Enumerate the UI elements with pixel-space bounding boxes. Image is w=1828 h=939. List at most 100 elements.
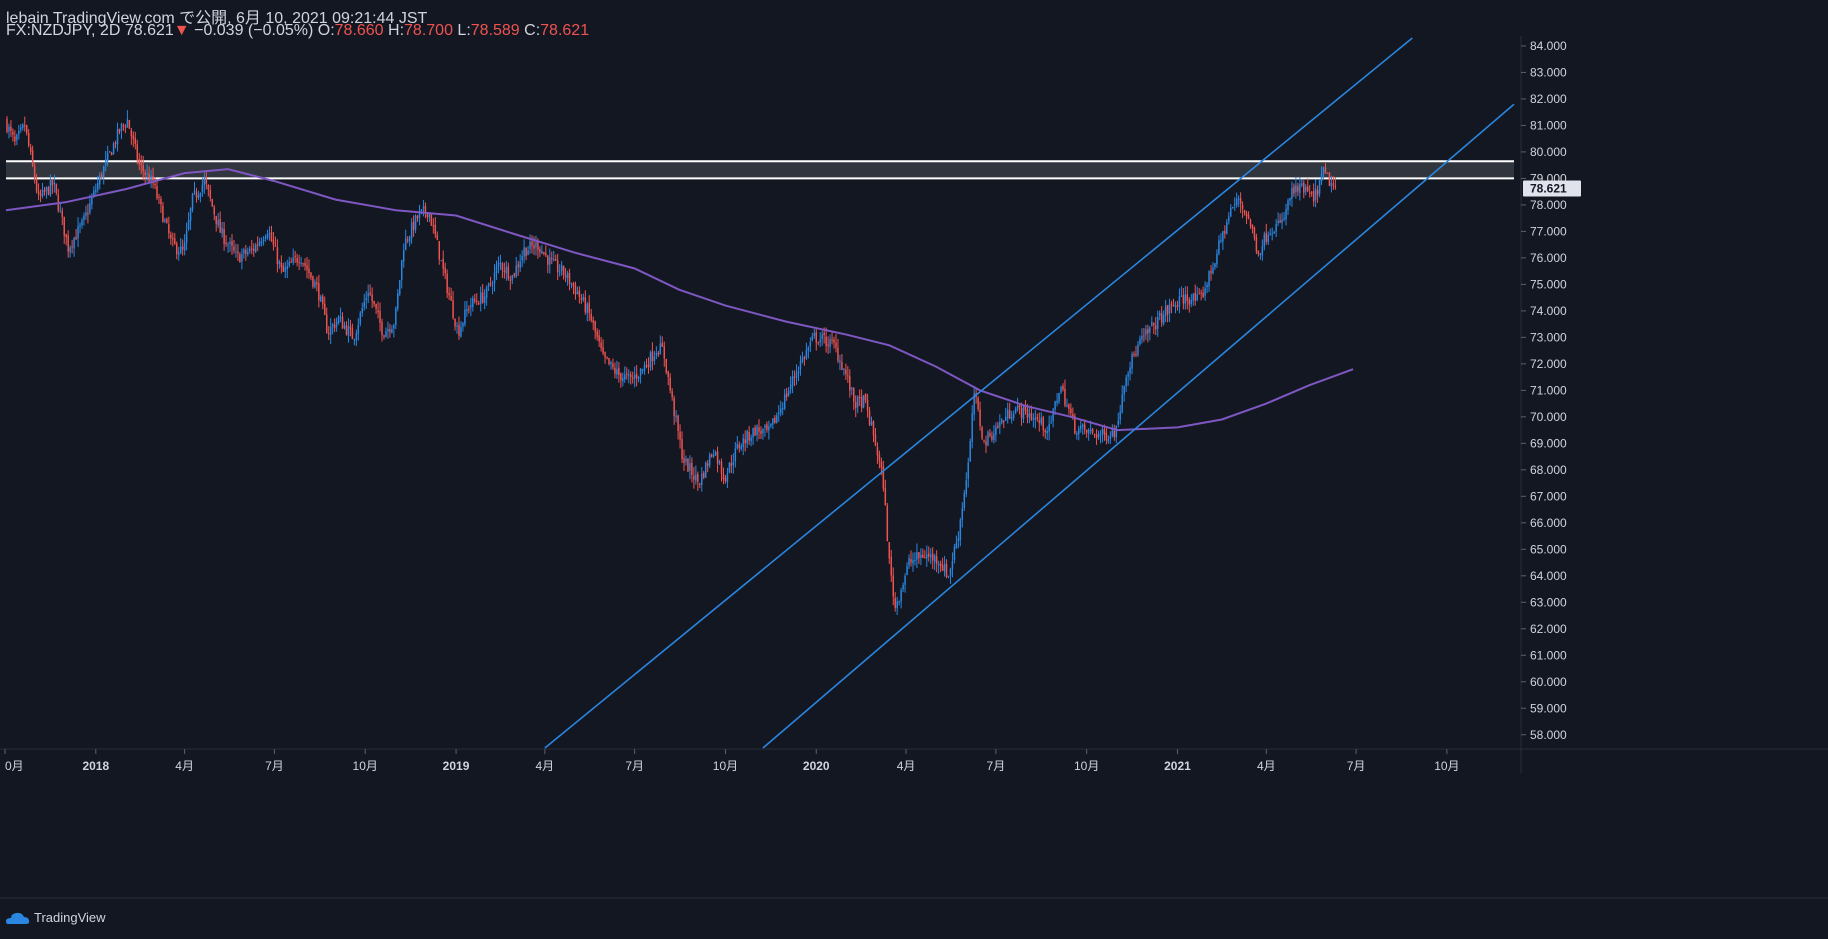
candle bbox=[1004, 407, 1007, 422]
candle bbox=[65, 233, 67, 246]
candle-body bbox=[1320, 174, 1323, 182]
trend-channel[interactable] bbox=[544, 37, 1515, 749]
candle-body bbox=[629, 374, 632, 377]
candle bbox=[387, 321, 389, 340]
candle bbox=[629, 371, 632, 385]
candle-body bbox=[487, 283, 490, 287]
candle bbox=[1158, 310, 1161, 321]
candle-body bbox=[655, 353, 658, 356]
tradingview-branding[interactable]: TradingView bbox=[4, 910, 106, 925]
candle-body bbox=[854, 401, 857, 409]
candle-body bbox=[406, 239, 409, 241]
candle-body bbox=[416, 216, 419, 219]
channel-lower-line[interactable] bbox=[762, 103, 1515, 749]
candle bbox=[963, 489, 966, 511]
candle bbox=[12, 128, 14, 142]
moving-average-line bbox=[5, 168, 1354, 432]
candle-body bbox=[1040, 417, 1043, 424]
candle bbox=[495, 260, 498, 280]
candle bbox=[989, 428, 991, 438]
candle bbox=[314, 279, 316, 289]
candle-body bbox=[310, 272, 312, 278]
candle-body bbox=[298, 262, 300, 264]
candle bbox=[239, 252, 241, 263]
candle bbox=[290, 257, 292, 263]
candle-body bbox=[862, 395, 865, 408]
candle-body bbox=[1062, 385, 1064, 390]
candle-body bbox=[24, 125, 26, 127]
last-price-tag-label: 78.621 bbox=[1530, 181, 1567, 195]
candle bbox=[189, 207, 192, 231]
candle bbox=[556, 253, 559, 281]
candle-body bbox=[51, 180, 54, 186]
axes: 58.000 59.000 60.000 61.000 62.000 63.000 64.0… bbox=[0, 36, 1828, 899]
price-tick-label: 64.000 bbox=[1530, 569, 1567, 583]
price-tick-label: 67.000 bbox=[1530, 489, 1567, 503]
candle-body bbox=[185, 230, 188, 243]
candle bbox=[789, 376, 792, 394]
candle-body bbox=[714, 452, 717, 456]
candle-body bbox=[404, 238, 407, 250]
candle bbox=[130, 127, 133, 145]
candle bbox=[1074, 413, 1076, 435]
candle bbox=[428, 212, 431, 223]
candle bbox=[547, 254, 549, 274]
candle-body bbox=[884, 487, 887, 506]
candle-body bbox=[1099, 434, 1102, 436]
candle-body bbox=[211, 199, 214, 207]
candle bbox=[746, 429, 748, 449]
candle bbox=[272, 231, 275, 251]
candle-body bbox=[874, 434, 877, 446]
candle bbox=[993, 425, 995, 444]
candle-body bbox=[793, 376, 796, 378]
candle bbox=[49, 174, 52, 197]
candle-body bbox=[172, 237, 174, 240]
candle-body bbox=[280, 262, 283, 268]
candle-body bbox=[687, 458, 689, 472]
candle bbox=[787, 387, 790, 397]
candle bbox=[122, 123, 125, 131]
zone-band bbox=[6, 161, 1514, 179]
candle-body bbox=[181, 246, 184, 250]
candle-body bbox=[833, 339, 835, 343]
candle-body bbox=[531, 241, 533, 246]
candle-body bbox=[734, 448, 737, 462]
candle bbox=[294, 250, 296, 263]
candle bbox=[756, 424, 758, 442]
candle bbox=[339, 307, 342, 323]
candle bbox=[148, 166, 150, 184]
time-tick-label: 7月 bbox=[625, 759, 644, 773]
candle bbox=[383, 334, 385, 340]
candle-body bbox=[726, 473, 729, 482]
candle bbox=[580, 293, 583, 304]
candle bbox=[1263, 231, 1266, 251]
candle-body bbox=[1036, 417, 1039, 419]
candle-body bbox=[205, 176, 208, 184]
candle-body bbox=[59, 210, 62, 212]
candle-body bbox=[1306, 186, 1309, 192]
time-tick-label: 10月 bbox=[713, 759, 738, 773]
candle bbox=[902, 582, 904, 593]
candle-body bbox=[1168, 304, 1171, 314]
candle bbox=[331, 322, 334, 335]
channel-upper-line[interactable] bbox=[544, 37, 1413, 749]
tradingview-brand-text: TradingView bbox=[34, 910, 106, 925]
candle-body bbox=[491, 284, 494, 286]
candle-body bbox=[1281, 219, 1283, 223]
candle bbox=[835, 334, 837, 353]
candle bbox=[474, 293, 476, 304]
candle-body bbox=[1297, 186, 1299, 192]
candle bbox=[440, 260, 442, 262]
candle bbox=[1022, 405, 1025, 424]
candle-body bbox=[278, 261, 281, 264]
candle-body bbox=[947, 575, 950, 577]
candle bbox=[183, 234, 186, 256]
candle-body bbox=[701, 473, 703, 486]
candle bbox=[118, 128, 121, 135]
candle-body bbox=[1192, 294, 1195, 301]
candle-body bbox=[1277, 220, 1279, 224]
candle bbox=[604, 351, 606, 364]
candle bbox=[574, 281, 577, 300]
candle bbox=[477, 300, 480, 305]
